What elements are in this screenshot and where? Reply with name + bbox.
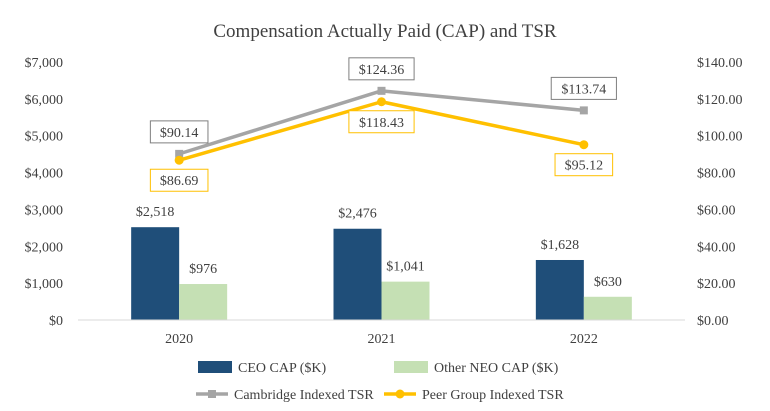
line-data-label: $95.12 [565, 159, 604, 174]
bar [535, 259, 584, 320]
left-tick-label: $6,000 [25, 93, 64, 108]
left-tick-label: $2,000 [25, 240, 64, 255]
right-tick-label: $20.00 [697, 277, 736, 292]
left-tick-label: $7,000 [25, 56, 64, 71]
bar-data-label: $1,041 [386, 260, 425, 275]
x-tick-label: 2022 [570, 332, 598, 347]
right-tick-label: $0.00 [697, 314, 729, 329]
bar-data-label: $976 [189, 262, 217, 277]
legend-label: Cambridge Indexed TSR [234, 388, 374, 403]
left-tick-label: $5,000 [25, 130, 64, 145]
chart-title: Compensation Actually Paid (CAP) and TSR [213, 21, 557, 42]
bar [333, 228, 382, 320]
right-tick-label: $140.00 [697, 56, 743, 71]
legend-swatch [394, 361, 428, 373]
legend-marker [395, 389, 405, 399]
right-tick-label: $40.00 [697, 240, 736, 255]
legend-label: Other NEO CAP ($K) [434, 361, 559, 376]
series-marker [579, 106, 588, 115]
left-tick-label: $4,000 [25, 167, 64, 182]
left-axis: $0 $1,000 $2,000 $3,000 $4,000 $5,000 $6,000 $7… [25, 56, 64, 329]
left-tick-label: $3,000 [25, 203, 64, 218]
left-tick-label: $1,000 [25, 277, 64, 292]
x-tick-label: 2021 [368, 332, 396, 347]
bar-data-label: $630 [594, 275, 622, 290]
line-data-label: $118.43 [359, 116, 404, 131]
bar-data-label: $2,476 [338, 207, 377, 222]
lines: $90.14 $124.36 $113.74 $86.69 $118.43 $95.12 [149, 57, 617, 192]
bar [131, 227, 180, 320]
right-tick-label: $80.00 [697, 167, 736, 182]
series-marker [174, 155, 184, 165]
line-data-label: $113.74 [561, 82, 606, 97]
bar-data-label: $1,628 [541, 238, 580, 253]
x-axis: 2020 2021 2022 [165, 332, 598, 347]
right-tick-label: $60.00 [697, 203, 736, 218]
left-tick-label: $0 [49, 314, 63, 329]
line-data-label: $124.36 [359, 63, 405, 78]
series-marker [377, 97, 386, 107]
series-marker [175, 149, 184, 158]
legend-label: Peer Group Indexed TSR [422, 388, 564, 403]
line-data-label: $90.14 [160, 126, 199, 141]
legend-swatch [198, 361, 232, 373]
legend-marker [208, 390, 216, 398]
data-label-box [348, 57, 415, 81]
x-tick-label: 2020 [165, 332, 193, 347]
right-tick-label: $120.00 [697, 93, 743, 108]
legend: CEO CAP ($K) Other NEO CAP ($K) Cambridge … [196, 361, 564, 403]
line-data-label: $86.69 [160, 174, 199, 189]
data-label-box [149, 168, 209, 192]
bar [179, 284, 228, 320]
bar [583, 296, 632, 320]
data-label-box [149, 120, 209, 144]
series-marker [579, 140, 589, 150]
data-label-box [554, 153, 614, 177]
series-marker [377, 86, 386, 95]
bar-data-label: $2,518 [136, 205, 175, 220]
bars: $2,518 $976 $2,476 $1,041 $1,628 $630 [131, 205, 632, 320]
data-label-box [348, 110, 415, 134]
legend-label: CEO CAP ($K) [238, 361, 326, 376]
right-tick-label: $100.00 [697, 130, 743, 145]
bar [381, 281, 430, 320]
right-axis: $0.00 $20.00 $40.00 $60.00 $80.00 $100.00 $120… [697, 56, 743, 329]
data-label-box [550, 76, 617, 100]
